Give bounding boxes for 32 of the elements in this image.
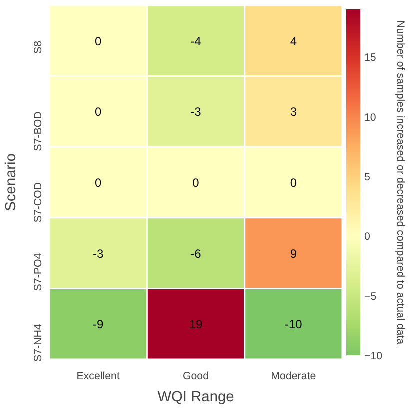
color-bar-title: Number of samples increased or decreased compared to actual data <box>394 20 406 345</box>
data-label: 0 <box>192 176 200 190</box>
color-bar-label: 15 <box>364 52 376 64</box>
color-bar-label: 0 <box>364 231 370 244</box>
data-label: -3 <box>93 246 104 261</box>
data-label: -3 <box>190 105 202 120</box>
y-tick-label: S7-PO4 <box>32 253 44 292</box>
data-label: 0 <box>94 176 102 190</box>
x-tick-label: Excellent <box>76 370 120 382</box>
y-tick-label: S8 <box>32 40 44 54</box>
data-label: 0 <box>290 176 298 190</box>
data-label: 4 <box>290 34 298 48</box>
data-label: 0 <box>94 34 102 48</box>
y-axis-title: Scenario <box>4 154 20 212</box>
x-axis-title: WQI Range <box>158 390 234 406</box>
color-bar-label: 5 <box>364 172 370 184</box>
color-bar-label: −10 <box>364 350 383 362</box>
x-tick-label: Moderate <box>271 370 316 382</box>
data-label: -6 <box>190 246 202 261</box>
data-label: 19 <box>189 318 203 332</box>
y-tick-label: S7-NH4 <box>32 324 44 362</box>
color-bar-label: −5 <box>364 290 377 303</box>
y-tick-label: S7-COD <box>32 182 44 223</box>
x-tick-label: Good <box>182 370 210 382</box>
data-label: -9 <box>93 318 104 332</box>
y-tick-label: S7-BOD <box>32 111 44 152</box>
data-label: 9 <box>290 246 298 261</box>
data-label: 0 <box>94 105 102 120</box>
data-label: -10 <box>284 318 303 332</box>
data-label: 3 <box>290 105 298 120</box>
color-bar-label: 10 <box>364 112 376 124</box>
data-label: -4 <box>190 34 202 48</box>
